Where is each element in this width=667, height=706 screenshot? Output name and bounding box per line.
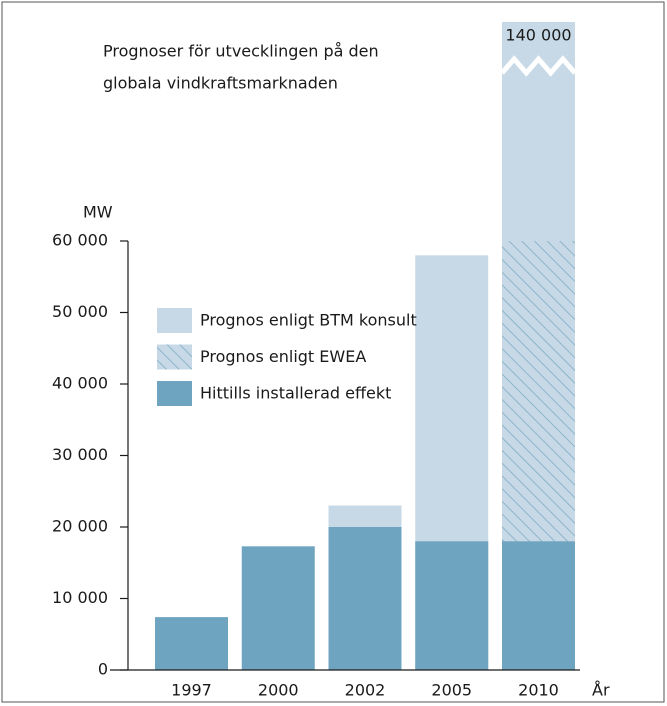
y-tick-label: 60 000 [52,231,108,250]
bar [502,541,575,670]
y-tick-label: 0 [98,660,108,679]
x-tick-label: 2005 [431,681,472,700]
axis-break [500,55,577,77]
y-tick-label: 20 000 [52,517,108,536]
legend-swatch [157,344,192,370]
y-tick-label: 40 000 [52,374,108,393]
bar [155,617,228,670]
x-tick-label: 1997 [171,681,212,700]
y-axis-label: MW [83,203,113,222]
y-tick-label: 10 000 [52,588,108,607]
bar [328,527,402,670]
x-axis-label: År [592,681,610,700]
legend-swatch [157,381,192,406]
chart-title: Prognoser för utvecklingen på den [103,42,379,61]
legend-label: Hittills installerad effekt [200,384,391,403]
bar [415,541,489,670]
y-tick-label: 30 000 [52,445,108,464]
bar [241,546,315,670]
x-tick-label: 2000 [258,681,299,700]
legend-label: Prognos enligt BTM konsult [200,311,417,330]
chart-title: globala vindkraftsmarknaden [103,74,338,93]
data-label: 140 000 [505,26,571,45]
x-tick-label: 2002 [345,681,386,700]
legend-swatch [157,308,192,333]
x-tick-label: 2010 [518,681,559,700]
y-tick-label: 50 000 [52,302,108,321]
legend-label: Prognos enligt EWEA [200,347,366,366]
